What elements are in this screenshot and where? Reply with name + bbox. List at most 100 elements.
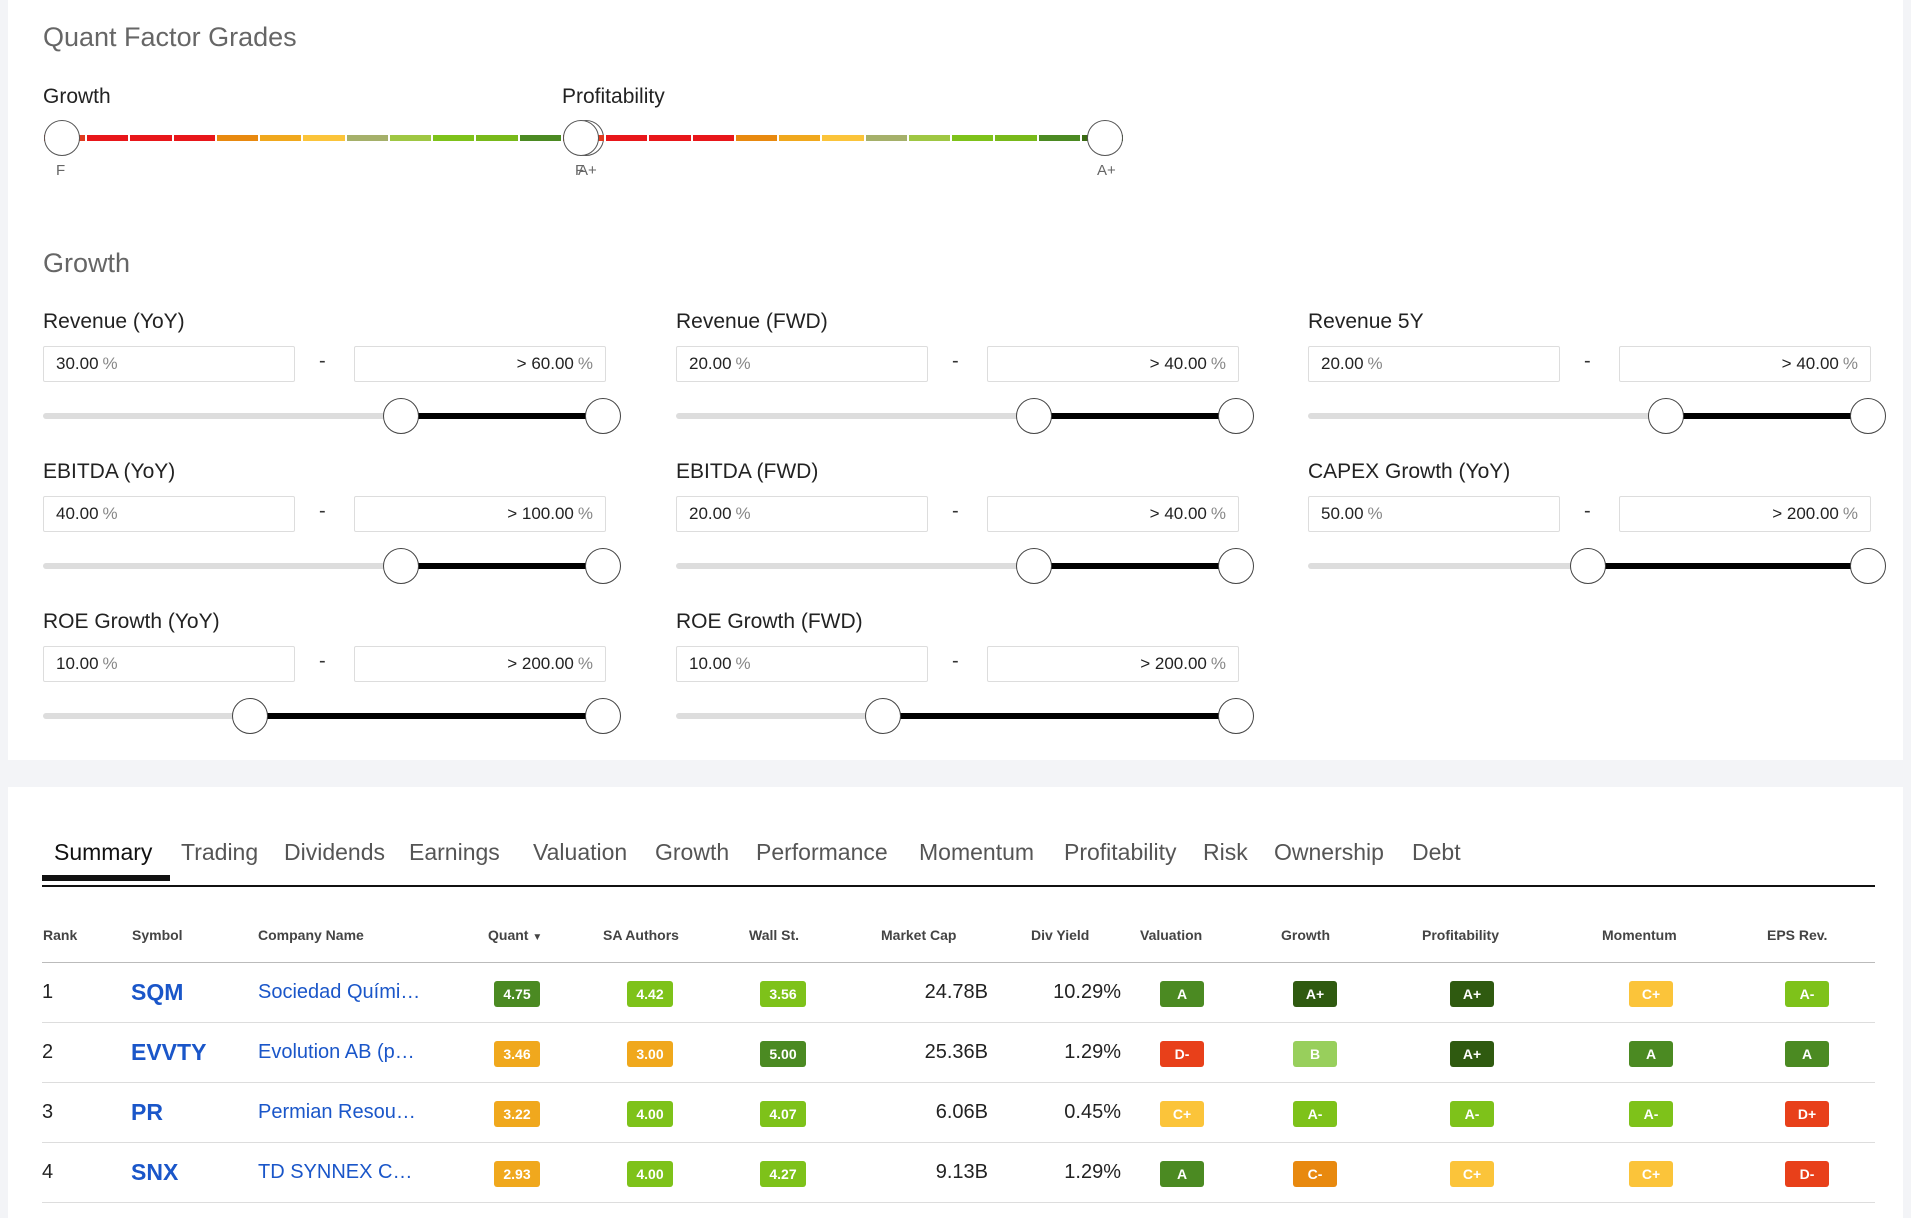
header-profitability[interactable]: Profitability xyxy=(1422,927,1500,943)
filter-min-input[interactable]: 10.00% xyxy=(676,646,928,682)
header-valuation[interactable]: Valuation xyxy=(1140,927,1203,943)
header-div-yield[interactable]: Div Yield xyxy=(1031,927,1090,943)
range-separator: - xyxy=(1584,500,1591,522)
symbol-link[interactable]: PR xyxy=(131,1099,163,1125)
active-tab-indicator xyxy=(42,875,170,881)
tab-profitability[interactable]: Profitability xyxy=(1064,839,1177,865)
filter-max-value: > 200.00 xyxy=(1772,504,1839,523)
range-selection xyxy=(1588,563,1868,569)
range-min-handle[interactable] xyxy=(383,398,420,434)
header-growth[interactable]: Growth xyxy=(1281,927,1330,943)
range-max-handle[interactable] xyxy=(585,548,621,584)
filter-min-input[interactable]: 10.00% xyxy=(43,646,295,682)
table-row[interactable]: 1 SQM Sociedad Quími… 4.75 4.42 3.56 24.… xyxy=(42,963,1875,1023)
grade-scale-segment xyxy=(476,135,518,141)
range-max-handle[interactable] xyxy=(585,698,621,734)
filter-min-input[interactable]: 30.00% xyxy=(43,346,295,382)
filter-max-input[interactable]: > 40.00% xyxy=(987,346,1239,382)
filter-max-input[interactable]: > 200.00% xyxy=(987,646,1239,682)
company-link[interactable]: TD SYNNEX C… xyxy=(258,1161,413,1183)
filter-max-input[interactable]: > 200.00% xyxy=(354,646,606,682)
header-company[interactable]: Company Name xyxy=(258,927,364,943)
range-rail[interactable] xyxy=(43,563,603,569)
header-market-cap[interactable]: Market Cap xyxy=(881,927,957,943)
tab-momentum[interactable]: Momentum xyxy=(919,839,1035,865)
tab-earnings[interactable]: Earnings xyxy=(409,839,500,865)
market-cap-cell: 25.36B xyxy=(924,1041,988,1063)
range-max-handle[interactable] xyxy=(585,398,621,434)
range-rail[interactable] xyxy=(676,413,1236,419)
filter-min-input[interactable]: 20.00% xyxy=(1308,346,1560,382)
filter-max-input[interactable]: > 100.00% xyxy=(354,496,606,532)
header-eps-rev[interactable]: EPS Rev. xyxy=(1767,927,1828,943)
tab-summary[interactable]: Summary xyxy=(54,839,153,865)
market-cap-cell: 9.13B xyxy=(935,1161,988,1183)
range-max-handle[interactable] xyxy=(1850,548,1886,584)
header-wall-st[interactable]: Wall St. xyxy=(749,927,800,943)
tab-growth[interactable]: Growth xyxy=(655,839,730,865)
tab-valuation[interactable]: Valuation xyxy=(533,839,628,865)
grade-min-handle[interactable] xyxy=(563,120,599,156)
filter-revenue-5y: Revenue 5Y 20.00% - > 40.00% xyxy=(1308,310,1888,450)
eps-grade-badge: D+ xyxy=(1785,1101,1829,1127)
filter-min-input[interactable]: 20.00% xyxy=(676,496,928,532)
range-rail[interactable] xyxy=(676,563,1236,569)
filter-max-input[interactable]: > 60.00% xyxy=(354,346,606,382)
filter-min-input[interactable]: 40.00% xyxy=(43,496,295,532)
grade-max-handle[interactable] xyxy=(1087,120,1123,156)
grade-scale-segment xyxy=(346,135,388,141)
symbol-link[interactable]: EVVTY xyxy=(131,1039,207,1065)
grade-min-handle[interactable] xyxy=(44,120,80,156)
range-min-handle[interactable] xyxy=(1016,398,1053,434)
profitability-grade-badge: C+ xyxy=(1450,1161,1494,1187)
div-yield-cell: 0.45% xyxy=(1064,1101,1121,1123)
tab-dividends[interactable]: Dividends xyxy=(284,839,385,865)
symbol-link[interactable]: SQM xyxy=(131,979,184,1005)
growth-grade-slider[interactable]: F A+ xyxy=(44,118,605,179)
filter-min-input[interactable]: 20.00% xyxy=(676,346,928,382)
table-row[interactable]: 2 EVVTY Evolution AB (p… 3.46 3.00 5.00 … xyxy=(42,1023,1875,1083)
range-min-handle[interactable] xyxy=(232,698,269,734)
filter-ebitda-fwd: EBITDA (FWD) 20.00% - > 40.00% xyxy=(676,460,1256,600)
range-min-handle[interactable] xyxy=(383,548,420,584)
range-selection xyxy=(1666,413,1868,419)
range-max-handle[interactable] xyxy=(1850,398,1886,434)
tab-ownership[interactable]: Ownership xyxy=(1274,839,1384,865)
range-min-handle[interactable] xyxy=(1570,548,1606,584)
filter-min-value: 30.00 xyxy=(56,354,99,373)
filter-capex-growth-yoy: CAPEX Growth (YoY) 50.00% - > 200.00% xyxy=(1308,460,1888,600)
range-min-handle[interactable] xyxy=(1016,548,1053,584)
tab-trading[interactable]: Trading xyxy=(181,839,259,865)
company-link[interactable]: Sociedad Quími… xyxy=(258,981,421,1003)
filter-min-input[interactable]: 50.00% xyxy=(1308,496,1560,532)
header-momentum[interactable]: Momentum xyxy=(1602,927,1677,943)
range-rail[interactable] xyxy=(1308,413,1868,419)
filter-max-input[interactable]: > 40.00% xyxy=(987,496,1239,532)
range-max-handle[interactable] xyxy=(1218,398,1254,434)
eps-grade-badge: A- xyxy=(1785,981,1829,1007)
company-link[interactable]: Permian Resou… xyxy=(258,1101,416,1123)
filter-max-input[interactable]: > 40.00% xyxy=(1619,346,1871,382)
header-rank[interactable]: Rank xyxy=(43,927,78,943)
range-min-handle[interactable] xyxy=(1648,398,1685,434)
range-selection xyxy=(401,563,603,569)
header-sa-authors[interactable]: SA Authors xyxy=(603,927,679,943)
range-max-handle[interactable] xyxy=(1218,548,1254,584)
grade-scale-segment xyxy=(692,135,734,141)
header-symbol[interactable]: Symbol xyxy=(132,927,183,943)
symbol-link[interactable]: SNX xyxy=(131,1159,179,1185)
table-row[interactable]: 3 PR Permian Resou… 3.22 4.00 4.07 6.06B… xyxy=(42,1083,1875,1143)
range-min-handle[interactable] xyxy=(865,698,902,734)
tab-debt[interactable]: Debt xyxy=(1412,839,1461,865)
profitability-grade-slider[interactable]: F A+ xyxy=(563,118,1124,179)
range-max-handle[interactable] xyxy=(1218,698,1254,734)
tab-performance[interactable]: Performance xyxy=(756,839,888,865)
filter-label: CAPEX Growth (YoY) xyxy=(1308,460,1511,483)
header-quant[interactable]: Quant ▼ xyxy=(488,927,542,943)
grade-min-label: F xyxy=(56,162,66,179)
filter-max-input[interactable]: > 200.00% xyxy=(1619,496,1871,532)
company-link[interactable]: Evolution AB (p… xyxy=(258,1041,415,1063)
table-row[interactable]: 4 SNX TD SYNNEX C… 2.93 4.00 4.27 9.13B … xyxy=(42,1143,1875,1203)
range-rail[interactable] xyxy=(43,413,603,419)
tab-risk[interactable]: Risk xyxy=(1203,839,1248,865)
